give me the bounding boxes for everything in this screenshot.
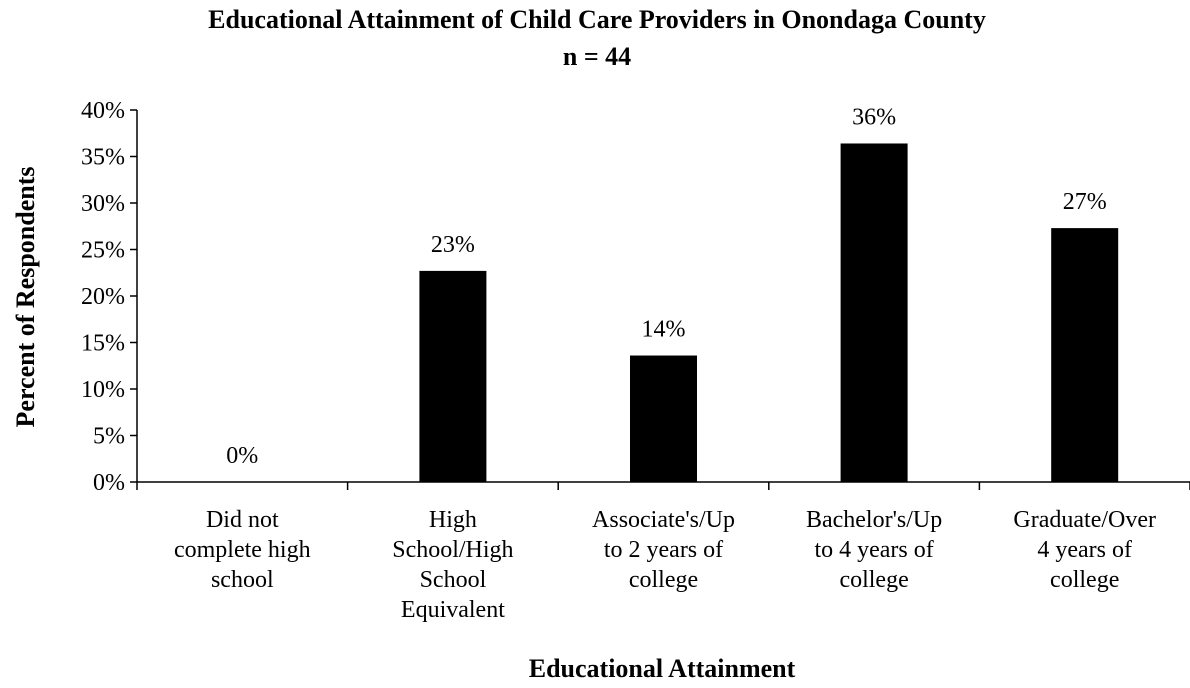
y-tick-label: 20% (81, 284, 125, 310)
x-category-label: Did not complete high school (174, 507, 311, 593)
chart-title: Educational Attainment of Child Care Pro… (208, 5, 986, 34)
data-label: 14% (642, 317, 686, 343)
y-tick-label: 25% (81, 238, 125, 264)
bar (840, 143, 908, 483)
x-category-label: Associate's/Up to 2 years of college (592, 507, 735, 593)
data-label: 23% (431, 232, 475, 258)
data-label: 0% (226, 443, 258, 469)
chart-subtitle: n = 44 (563, 42, 631, 71)
y-tick-label: 30% (81, 191, 125, 217)
plot-area: 0% 5% 10% 15% 20% 25% 30% 35% 40% 0% Did not comple… (81, 98, 1190, 623)
data-label: 27% (1063, 189, 1107, 215)
bar (630, 355, 697, 482)
data-label: 36% (852, 104, 896, 130)
y-tick-label: 35% (81, 145, 125, 171)
x-category-label: Bachelor's/Up to 4 years of college (806, 507, 942, 593)
y-axis-title: Percent of Respondents (11, 167, 40, 428)
bar (419, 270, 487, 482)
x-category-label: Graduate/Over 4 years of college (1013, 507, 1156, 593)
y-tick-label: 5% (93, 424, 125, 450)
x-axis-title: Educational Attainment (529, 654, 796, 683)
x-category-label: High School/High School Equivalent (392, 507, 513, 623)
y-tick-label: 10% (81, 377, 125, 403)
y-tick-label: 15% (81, 331, 125, 357)
y-tick-label: 0% (93, 470, 125, 496)
bar (1051, 228, 1119, 482)
y-tick-label: 40% (81, 98, 125, 124)
